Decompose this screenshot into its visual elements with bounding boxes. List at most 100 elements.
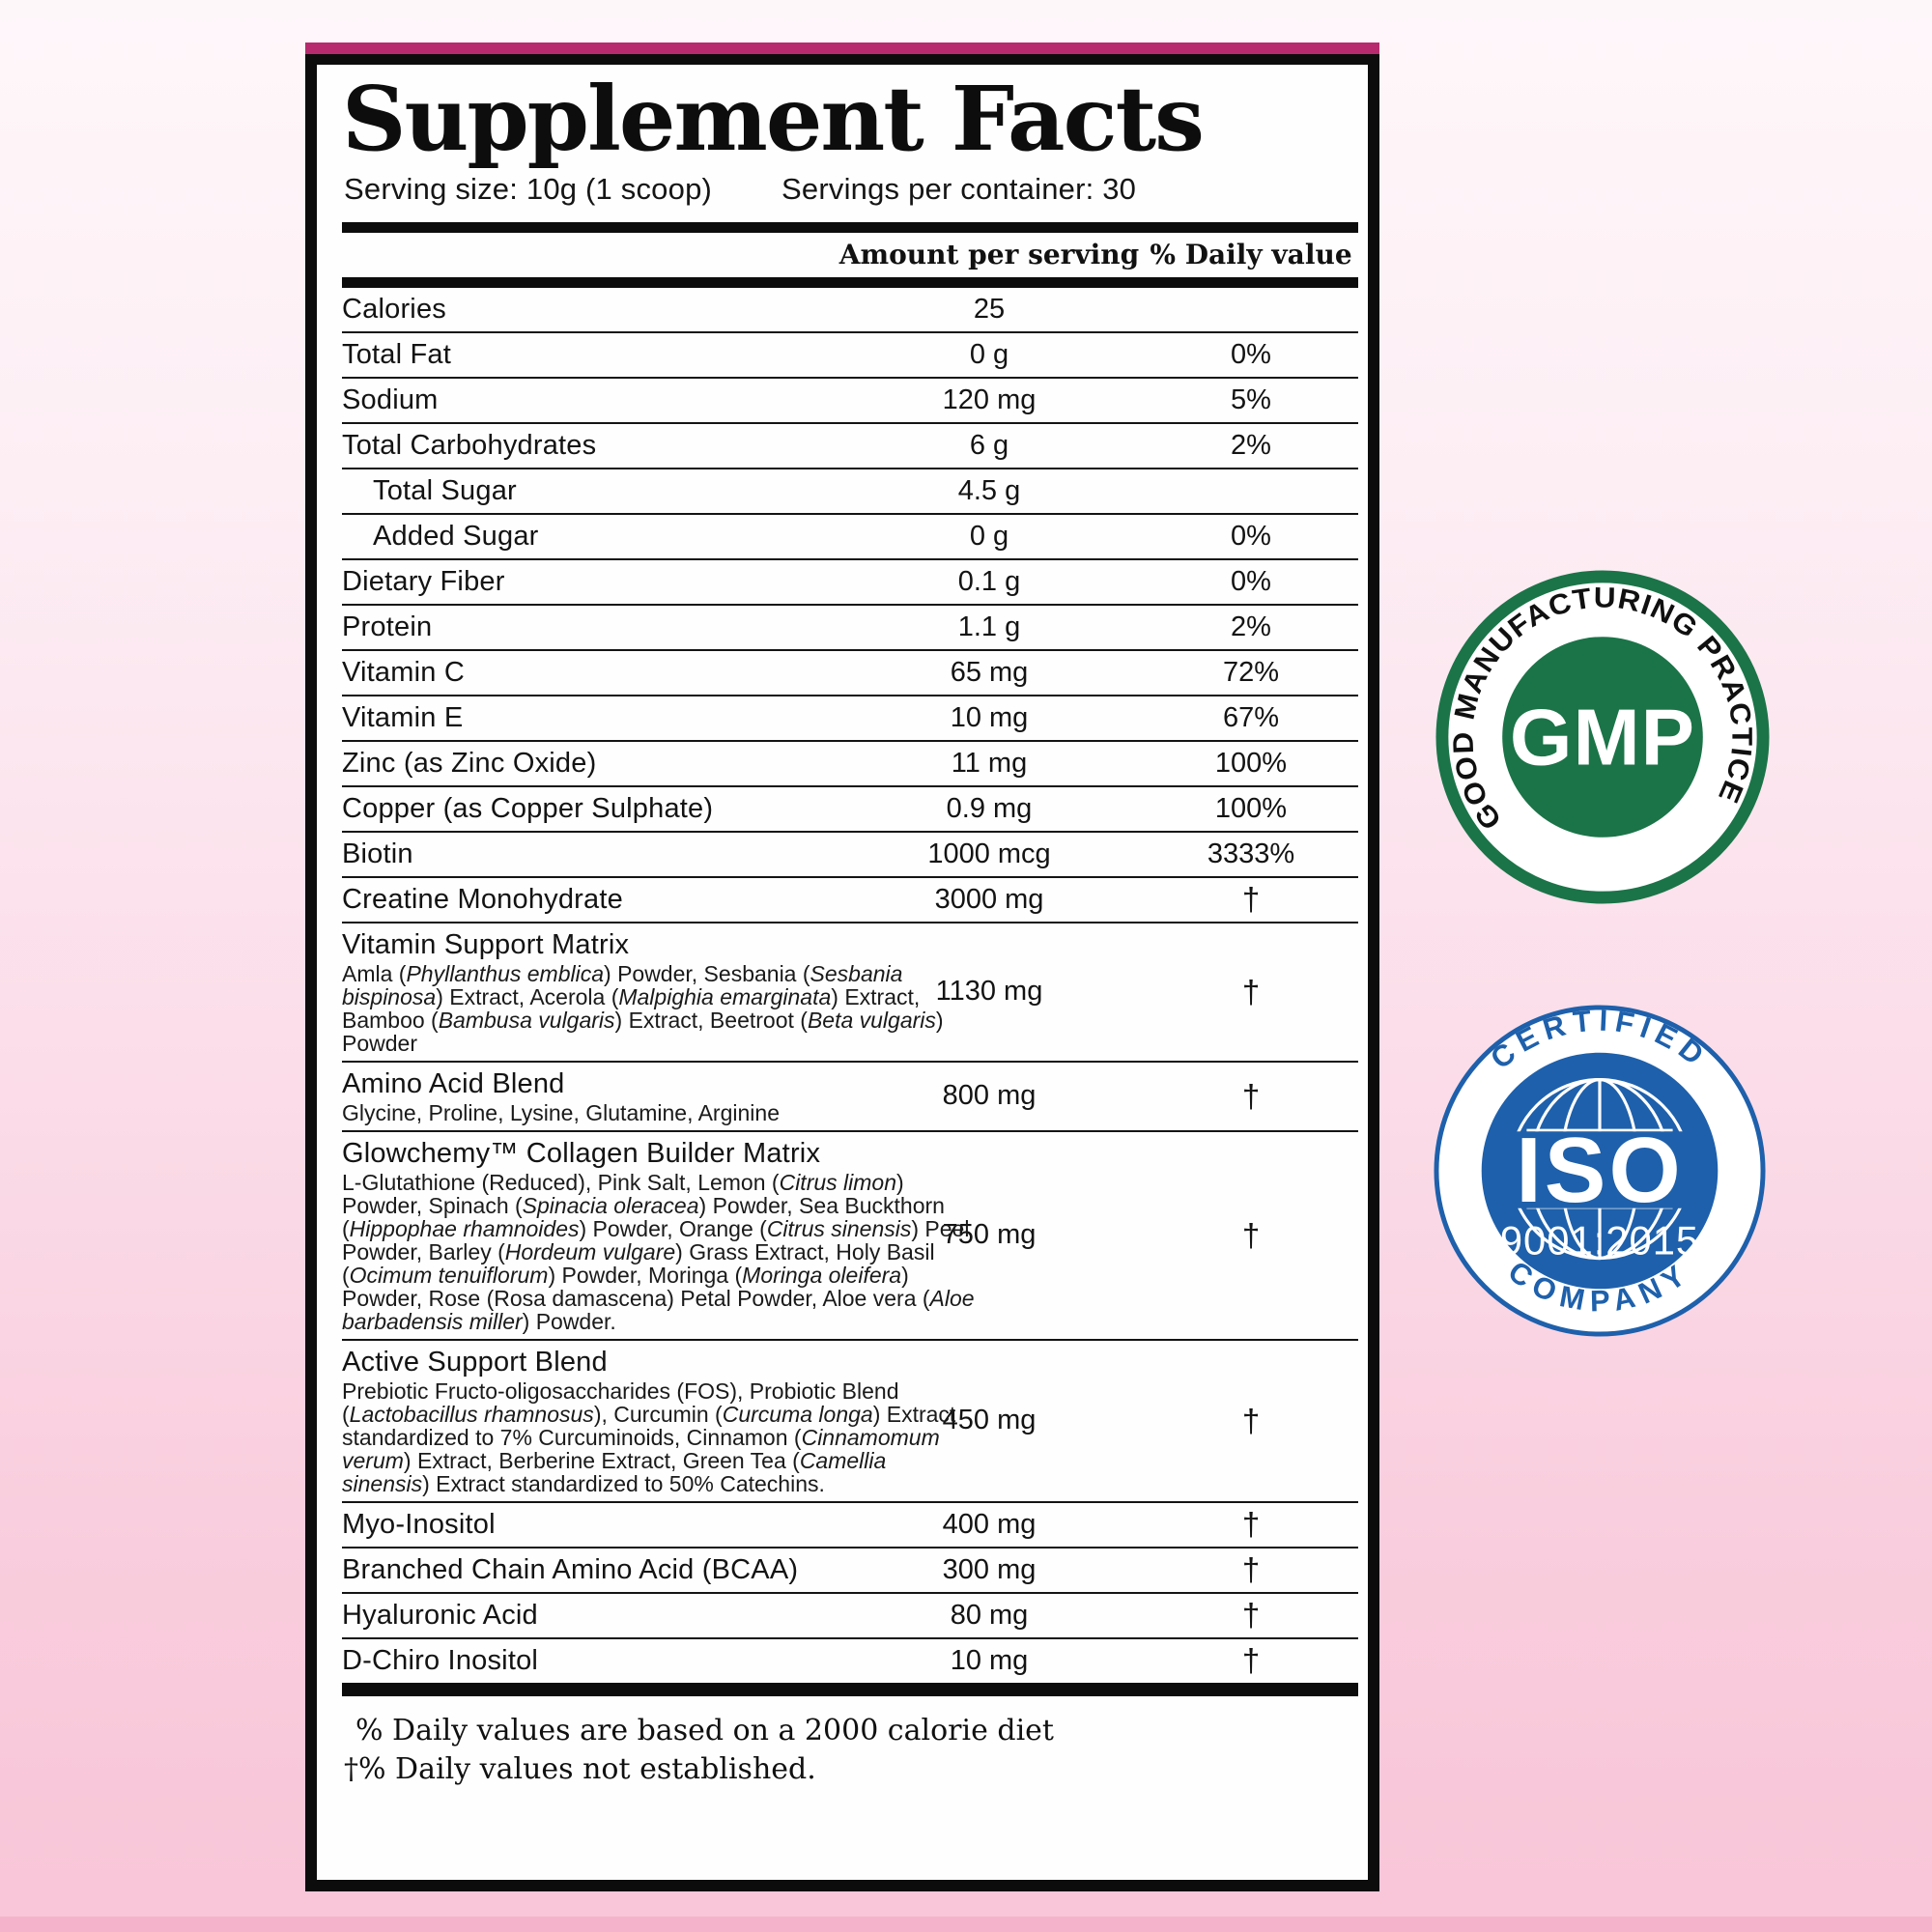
amount-value: 0.9 mg [946, 792, 1033, 824]
nutrient-cell: Sodium [342, 381, 835, 420]
nutrient-name: Total Fat [342, 338, 452, 370]
background-bottom-strip [0, 1917, 1932, 1932]
footnote-dagger: †% Daily values not established. [344, 1751, 816, 1786]
daily-value: † [1241, 1506, 1261, 1543]
table-row: Vitamin Support Matrix Amla (Phyllanthus … [342, 923, 1358, 1063]
ingredient-list: Amla (Phyllanthus emblica) Powder, Sesba… [342, 960, 944, 1056]
daily-value: 67% [1222, 701, 1280, 733]
amount-value: 300 mg [942, 1553, 1037, 1585]
table-row: Myo-Inositol 400 mg † [342, 1503, 1358, 1548]
nutrient-cell: Myo-Inositol [342, 1505, 835, 1545]
servings-per-container: Servings per container: 30 [781, 171, 1137, 206]
table-row: Active Support Blend Prebiotic Fructo-oli… [342, 1341, 1358, 1503]
daily-value: 0% [1231, 520, 1271, 552]
amount-value: 6 g [969, 429, 1009, 461]
footnotes: % Daily values are based on a 2000 calor… [344, 1712, 1352, 1789]
nutrient-name: Creatine Monohydrate [342, 883, 623, 915]
gmp-badge-graphic: GOOD MANUFACTURING PRACTICE GMP [1435, 570, 1770, 904]
nutrient-name: Total Carbohydrates [342, 429, 597, 461]
nutrient-name: D-Chiro Inositol [342, 1644, 539, 1676]
amount-value: 800 mg [942, 1080, 1037, 1112]
amount-value: 1.1 g [957, 611, 1021, 642]
table-row: Amino Acid Blend Glycine, Proline, Lysine… [342, 1063, 1358, 1132]
nutrient-name: Glowchemy™ Collagen Builder Matrix [342, 1137, 821, 1169]
table-row: Total Sugar 4.5 g [342, 469, 1358, 515]
table-header-row: Amount per serving % Daily value [342, 233, 1358, 277]
table-row: Zinc (as Zinc Oxide) 11 mg 100% [342, 742, 1358, 787]
nutrient-name: Protein [342, 611, 433, 642]
amount-value: 4.5 g [957, 474, 1021, 506]
nutrient-cell: Zinc (as Zinc Oxide) [342, 744, 835, 783]
facts-table-rows: Calories 25 Total Fat 0 g 0% Sodium 120 mg 5% To… [342, 288, 1358, 1683]
daily-value: 0% [1231, 565, 1271, 597]
nutrient-name: Vitamin C [342, 656, 465, 688]
table-row: Sodium 120 mg 5% [342, 379, 1358, 424]
nutrient-name: Hyaluronic Acid [342, 1599, 538, 1631]
daily-value: 2% [1231, 429, 1271, 461]
amount-value: 11 mg [951, 747, 1028, 779]
nutrient-name: Active Support Blend [342, 1346, 608, 1378]
daily-value: 100% [1214, 792, 1288, 824]
nutrient-name: Dietary Fiber [342, 565, 505, 597]
nutrient-cell: Total Carbohydrates [342, 426, 835, 466]
amount-value: 1130 mg [935, 976, 1043, 1008]
iso-inner-circle [1481, 1052, 1719, 1290]
table-row: Dietary Fiber 0.1 g 0% [342, 560, 1358, 606]
daily-value: 3333% [1207, 838, 1295, 869]
amount-value: 25 [973, 293, 1006, 325]
nutrient-cell: Glowchemy™ Collagen Builder Matrix L-Glut… [342, 1134, 975, 1337]
iso-standard-text: 9001:2015 [1500, 1218, 1699, 1264]
gmp-badge: GOOD MANUFACTURING PRACTICE GMP [1435, 570, 1770, 904]
header-amount: Amount per serving [838, 239, 1140, 271]
nutrient-cell: Added Sugar [342, 517, 835, 556]
ingredient-list: Prebiotic Fructo-oligosaccharides (FOS),… [342, 1378, 956, 1496]
nutrient-cell: Total Sugar [342, 471, 835, 511]
divider-bar-header [342, 276, 1358, 288]
daily-value: † [1241, 881, 1261, 918]
nutrient-cell: Branched Chain Amino Acid (BCAA) [342, 1550, 835, 1590]
table-row: Copper (as Copper Sulphate) 0.9 mg 100% [342, 787, 1358, 833]
table-row: Total Carbohydrates 6 g 2% [342, 424, 1358, 469]
nutrient-name: Biotin [342, 838, 413, 869]
ingredient-list: Glycine, Proline, Lysine, Glutamine, Arg… [342, 1099, 780, 1125]
nutrient-name: Vitamin Support Matrix [342, 928, 630, 960]
nutrient-cell: Vitamin E [342, 698, 835, 738]
supplement-facts-label: Supplement Facts Serving size: 10g (1 sc… [305, 53, 1379, 1891]
gmp-inner-circle [1502, 637, 1703, 838]
nutrient-cell: Dietary Fiber [342, 562, 835, 602]
divider-bar-top [342, 221, 1358, 233]
amount-value: 65 mg [950, 656, 1029, 688]
amount-value: 450 mg [942, 1405, 1037, 1436]
daily-value: † [1241, 1216, 1261, 1253]
table-row: Hyaluronic Acid 80 mg † [342, 1594, 1358, 1639]
nutrient-name: Sodium [342, 384, 439, 415]
amount-value: 750 mg [942, 1219, 1037, 1251]
table-row: Calories 25 [342, 288, 1358, 333]
table-row: D-Chiro Inositol 10 mg † [342, 1639, 1358, 1683]
nutrient-cell: Amino Acid Blend Glycine, Proline, Lysine… [342, 1065, 835, 1128]
iso-badge: CERTIFIED COMPANY ISO 9001:2015 [1432, 1003, 1768, 1339]
nutrient-cell: Biotin [342, 835, 835, 874]
table-row: Biotin 1000 mcg 3333% [342, 833, 1358, 878]
amount-value: 0.1 g [957, 565, 1021, 597]
daily-value: 2% [1231, 611, 1271, 642]
nutrient-name: Total Sugar [373, 474, 517, 506]
daily-value: † [1241, 1551, 1261, 1588]
table-row: Protein 1.1 g 2% [342, 606, 1358, 651]
daily-value [1144, 290, 1358, 329]
daily-value [1144, 471, 1358, 511]
amount-value: 400 mg [942, 1508, 1037, 1540]
ingredient-list: L-Glutathione (Reduced), Pink Salt, Lemo… [342, 1169, 975, 1334]
nutrient-name: Calories [342, 293, 446, 325]
label-title: Supplement Facts [342, 67, 1205, 171]
daily-value: † [1241, 1597, 1261, 1634]
nutrient-cell: D-Chiro Inositol [342, 1641, 835, 1681]
table-row: Creatine Monohydrate 3000 mg † [342, 878, 1358, 923]
iso-globe-bottom [1518, 1208, 1682, 1261]
nutrient-cell: Creatine Monohydrate [342, 880, 835, 920]
facts-table: Amount per serving % Daily value Calorie… [342, 233, 1358, 1696]
nutrient-name: Copper (as Copper Sulphate) [342, 792, 714, 824]
nutrient-name: Added Sugar [373, 520, 539, 552]
label-accent-strip [305, 43, 1379, 54]
nutrient-cell: Copper (as Copper Sulphate) [342, 789, 835, 829]
